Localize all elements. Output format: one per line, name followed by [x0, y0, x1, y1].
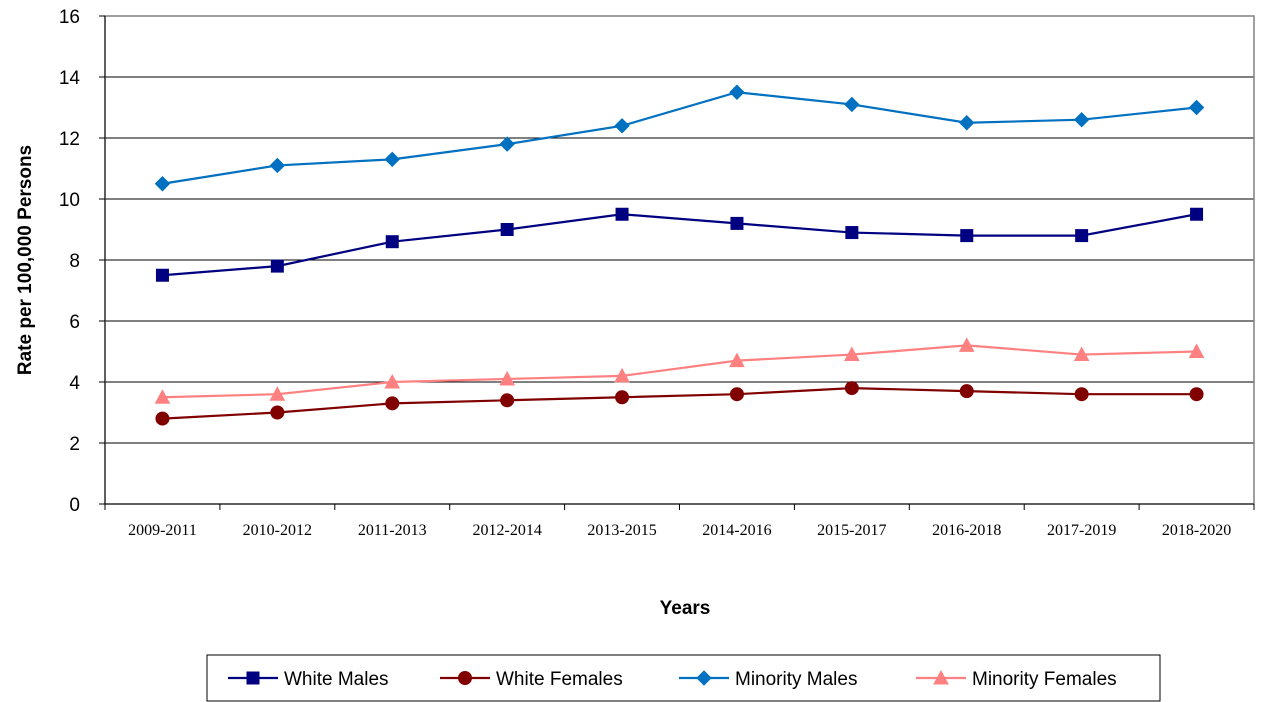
data-point-minority-males	[384, 151, 400, 168]
data-point-minority-males	[154, 176, 171, 192]
y-tick-label: 4	[69, 373, 80, 394]
data-point-white-females	[270, 405, 285, 420]
data-point-white-females	[500, 393, 515, 408]
data-point-white-males	[385, 235, 399, 249]
legend-label: White Males	[284, 669, 389, 690]
y-tick-label: 6	[69, 312, 80, 333]
data-point-minority-females	[1073, 346, 1090, 362]
data-point-white-males	[730, 216, 744, 230]
series-lines	[154, 84, 1205, 426]
data-point-minority-males	[269, 157, 286, 174]
y-axis-title: Rate per 100,000 Persons	[15, 145, 36, 375]
legend-marker	[246, 671, 260, 685]
series-line-white-males	[162, 213, 1197, 277]
series-minority-males	[154, 84, 1205, 192]
y-tick-label: 12	[59, 129, 80, 150]
data-point-white-females	[1074, 387, 1089, 402]
data-point-minority-males	[959, 115, 975, 131]
series-white-males	[155, 207, 1204, 282]
series-line-white-females	[162, 386, 1197, 420]
y-tick-label: 14	[59, 68, 81, 89]
series-line-minority-males	[162, 91, 1197, 185]
data-point-minority-females	[844, 346, 860, 362]
data-point-white-males	[960, 229, 974, 243]
data-point-white-males	[845, 226, 859, 240]
data-point-white-males	[270, 259, 284, 273]
x-axis-title: Years	[660, 598, 711, 619]
y-axis-ticks: 0 2 4 6 8 10 12 14 16	[59, 7, 105, 516]
legend-item-minority-males: Minority Males	[679, 669, 857, 690]
x-tick-label: 2013-2015	[587, 522, 656, 539]
y-tick-label: 8	[69, 251, 80, 272]
data-point-white-females	[615, 390, 630, 405]
data-point-white-males	[500, 223, 514, 236]
series-line-minority-females	[162, 344, 1197, 399]
legend: White Males White Females Minority Males Mi…	[206, 654, 1161, 702]
data-point-white-males	[615, 207, 629, 221]
legend-item-white-males: White Males	[228, 669, 389, 690]
series-white-females	[155, 381, 1204, 426]
legend-item-white-females: White Females	[440, 669, 623, 690]
data-point-minority-females	[499, 370, 515, 386]
data-point-minority-males	[499, 136, 515, 152]
legend-marker	[933, 669, 949, 685]
gridlines	[104, 15, 1255, 505]
legend-label: Minority Males	[735, 669, 857, 690]
legend-marker	[696, 670, 712, 686]
data-point-minority-females	[1188, 343, 1205, 358]
data-point-white-males	[1190, 207, 1204, 221]
data-point-white-females	[385, 396, 400, 411]
x-tick-label: 2012-2014	[472, 522, 541, 539]
legend-label: Minority Females	[972, 669, 1117, 690]
data-point-white-males	[155, 268, 169, 282]
legend-item-minority-females: Minority Females	[916, 669, 1117, 690]
data-point-white-females	[959, 384, 974, 399]
data-point-minority-females	[614, 367, 630, 383]
x-tick-label: 2015-2017	[817, 522, 886, 539]
x-tick-label: 2009-2011	[128, 522, 197, 539]
x-tick-label: 2018-2020	[1162, 522, 1231, 539]
data-point-minority-males	[844, 96, 860, 113]
data-point-minority-females	[384, 373, 401, 389]
y-tick-label: 0	[69, 495, 80, 516]
data-point-white-females	[155, 411, 170, 426]
data-point-minority-females	[729, 352, 745, 368]
data-point-minority-females	[958, 337, 975, 352]
x-tick-label: 2014-2016	[702, 522, 771, 539]
x-axis-ticks: 2009-2011 2010-2012 2011-2013 2012-2014 2013…	[104, 504, 1255, 539]
series-minority-females	[154, 337, 1205, 404]
data-point-minority-males	[1188, 99, 1205, 116]
x-tick-label: 2011-2013	[358, 522, 427, 539]
data-point-minority-males	[1073, 111, 1090, 128]
data-point-white-females	[844, 381, 859, 396]
data-point-minority-females	[154, 389, 171, 404]
data-point-minority-females	[269, 386, 286, 401]
x-tick-label: 2017-2019	[1047, 522, 1116, 539]
data-point-white-females	[1189, 387, 1204, 402]
data-point-minority-males	[614, 118, 630, 134]
y-tick-label: 16	[59, 7, 80, 28]
data-point-minority-males	[729, 84, 745, 100]
data-point-white-males	[1075, 229, 1089, 243]
y-tick-label: 10	[59, 190, 80, 211]
data-point-white-females	[729, 387, 744, 402]
x-tick-label: 2016-2018	[932, 522, 1001, 539]
legend-marker	[458, 671, 472, 685]
y-tick-label: 2	[69, 434, 80, 455]
legend-label: White Females	[496, 669, 623, 690]
x-tick-label: 2010-2012	[243, 522, 312, 539]
